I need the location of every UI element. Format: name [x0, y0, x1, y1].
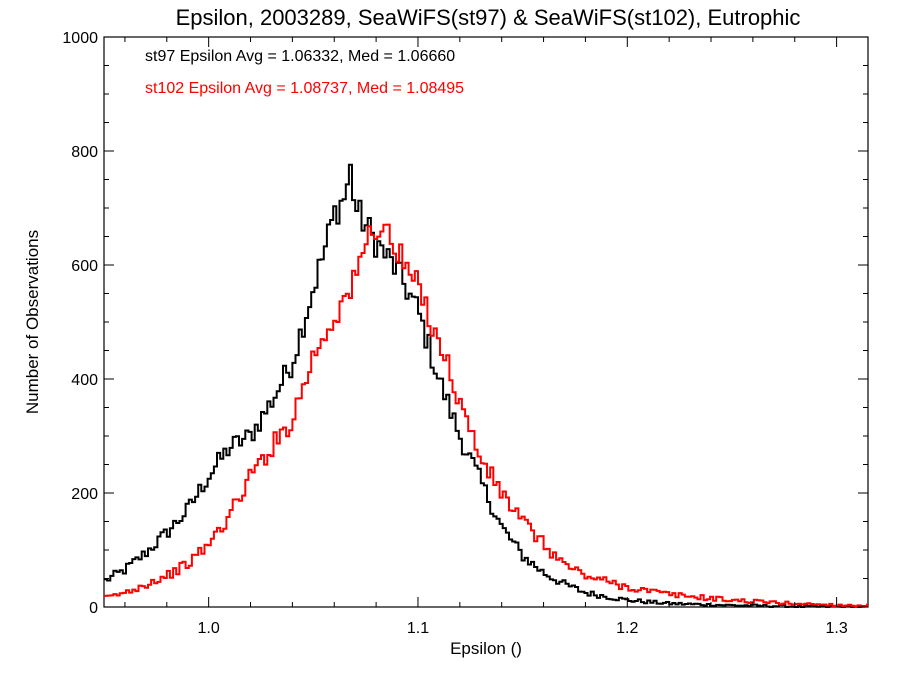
y-tick-label: 1000 — [62, 30, 98, 47]
st97-annotation: st97 Epsilon Avg = 1.06332, Med = 1.0666… — [145, 48, 455, 65]
y-axis-label: Number of Observations — [23, 230, 42, 414]
x-tick-label: 1.0 — [198, 620, 220, 637]
y-tick-label: 0 — [89, 600, 98, 617]
x-tick-label: 1.1 — [407, 620, 429, 637]
st97-histogram-line — [104, 163, 868, 608]
axes-layer: 1.0 1.1 1.2 1.3 0 200 400 600 800 1000 — [62, 30, 868, 637]
chart-title: Epsilon, 2003289, SeaWiFS(st97) & SeaWiF… — [176, 5, 801, 30]
y-tick-label: 200 — [71, 486, 98, 503]
y-tick-label: 800 — [71, 144, 98, 161]
x-axis-label: Epsilon () — [450, 639, 522, 658]
y-tick-label: 400 — [71, 372, 98, 389]
st102-annotation: st102 Epsilon Avg = 1.08737, Med = 1.084… — [145, 80, 464, 97]
y-tick-label: 600 — [71, 258, 98, 275]
st102-histogram-line — [104, 223, 868, 608]
series-layer — [104, 163, 868, 608]
plot-frame — [103, 36, 869, 608]
x-tick-label: 1.3 — [825, 620, 847, 637]
x-tick-label: 1.2 — [616, 620, 638, 637]
